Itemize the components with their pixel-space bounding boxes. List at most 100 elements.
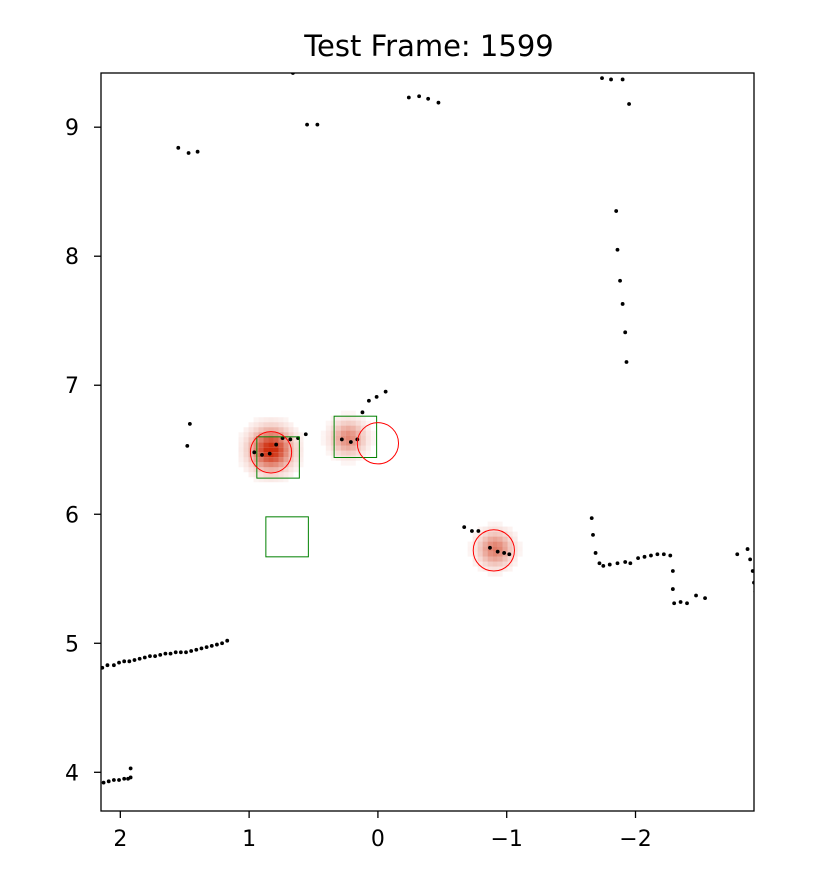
y-tick-label: 5	[65, 632, 79, 657]
heat-cell	[330, 450, 336, 456]
heat-cell	[325, 445, 331, 451]
scan-point	[589, 516, 594, 521]
heat-cell	[482, 541, 488, 547]
detection-box	[265, 516, 309, 558]
heat-cell	[512, 561, 518, 567]
scan-point	[274, 442, 279, 447]
heat-cell	[340, 430, 346, 436]
heat-cell	[512, 531, 518, 537]
heat-cell	[243, 447, 249, 453]
scan-point	[105, 663, 110, 668]
heat-cell	[263, 462, 269, 468]
heat-cell	[278, 457, 284, 463]
scan-point	[168, 651, 173, 656]
heat-cell	[345, 455, 351, 461]
scan-point	[374, 394, 379, 399]
heat-cell	[293, 437, 299, 443]
scan-point	[620, 77, 625, 82]
heat-cell	[258, 442, 264, 448]
heat-cell	[293, 447, 299, 453]
heat-cell	[502, 536, 508, 542]
heat-cell	[497, 531, 503, 537]
detection-box	[256, 436, 300, 479]
target-circle	[356, 422, 400, 465]
heat-cell	[365, 450, 371, 456]
heat-cell	[350, 435, 356, 441]
scan-point	[176, 145, 181, 150]
heat-cell	[487, 541, 493, 547]
scan-point	[348, 440, 353, 444]
scan-point	[495, 549, 500, 554]
heat-cell	[253, 477, 259, 483]
heat-cell	[288, 432, 294, 438]
heat-cell	[345, 445, 351, 451]
scan-point	[220, 641, 224, 646]
scan-point	[173, 650, 178, 655]
scan-point	[593, 551, 598, 555]
heat-cell	[370, 430, 376, 436]
heat-cell	[507, 546, 513, 552]
heat-cell	[258, 462, 264, 468]
heat-cell	[365, 445, 371, 451]
heat-cell	[335, 420, 341, 426]
heat-cell	[477, 526, 483, 532]
heat-cell	[340, 425, 346, 431]
heat-cell	[517, 551, 523, 557]
heat-cell	[497, 551, 503, 557]
heat-cell	[492, 526, 498, 532]
heat-cell	[283, 442, 289, 448]
heat-cell	[278, 452, 284, 458]
heat-cell	[482, 556, 488, 562]
heat-cell	[487, 556, 493, 562]
scan-point	[127, 659, 132, 664]
heat-cell	[283, 417, 289, 423]
scan-point	[624, 360, 629, 364]
scan-point	[260, 453, 264, 457]
heat-cell	[482, 551, 488, 557]
scan-point	[703, 596, 707, 601]
heat-cell	[345, 430, 351, 436]
scan-point	[462, 525, 467, 530]
scan-point	[195, 149, 200, 154]
heat-cell	[268, 477, 274, 483]
heat-cell	[330, 435, 336, 441]
heat-cell	[335, 415, 341, 421]
heat-cell	[472, 561, 478, 567]
heat-cell	[512, 546, 518, 552]
heat-cell	[243, 442, 249, 448]
heat-cell	[507, 556, 513, 562]
heat-cell	[365, 435, 371, 441]
heat-cell	[263, 467, 269, 473]
scan-point	[678, 600, 683, 604]
heat-cell	[487, 571, 493, 577]
heat-cell	[340, 435, 346, 441]
heat-cell	[345, 425, 351, 431]
scan-point	[748, 557, 753, 562]
scan-point	[111, 663, 116, 668]
heat-cell	[345, 435, 351, 441]
heat-cell	[298, 442, 304, 448]
scan-point	[185, 443, 190, 448]
heat-cell	[502, 526, 508, 532]
heat-cell	[497, 521, 503, 527]
heat-cell	[360, 450, 366, 456]
scan-point	[215, 642, 219, 647]
scan-point	[101, 780, 106, 785]
heat-cell	[298, 462, 304, 468]
heat-cell	[263, 427, 269, 433]
heat-cell	[273, 437, 279, 443]
heat-cell	[253, 427, 259, 433]
heat-cell	[345, 440, 351, 446]
heat-cell	[268, 472, 274, 478]
heat-cell	[365, 440, 371, 446]
scan-point	[661, 552, 666, 557]
scan-point	[502, 551, 507, 555]
heat-cell	[268, 422, 274, 428]
scan-point	[597, 561, 602, 566]
heat-cell	[325, 440, 331, 446]
heat-cell	[467, 546, 473, 552]
heat-cell	[487, 521, 493, 527]
scan-point	[670, 587, 675, 591]
heat-cell	[243, 432, 249, 438]
